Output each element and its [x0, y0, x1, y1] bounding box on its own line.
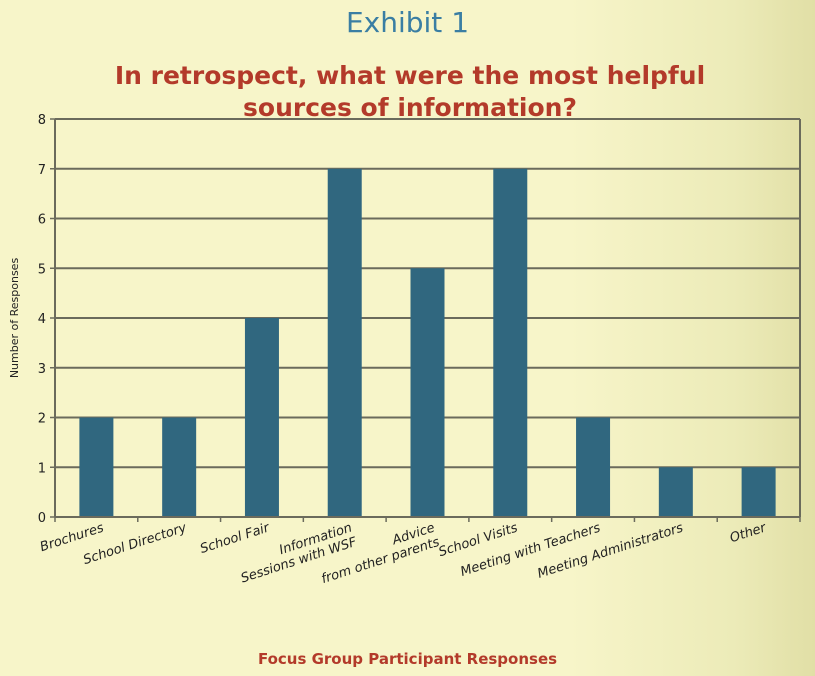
y-tick-label: 1: [38, 461, 46, 476]
bar-3: [327, 168, 362, 517]
bar-7: [658, 467, 693, 517]
axes: [50, 118, 801, 522]
bar-1: [162, 417, 197, 517]
y-tick-label: 6: [38, 213, 46, 228]
bar-5: [493, 168, 528, 517]
y-tick-label: 4: [38, 312, 46, 327]
y-axis-label: Number of Responses: [8, 258, 21, 379]
exhibit-label: Exhibit 1: [345, 6, 470, 39]
y-tick-labels: 0 1 2 3 4 5 6 7 8: [38, 113, 46, 526]
x-axis-title: Focus Group Participant Responses: [257, 650, 558, 668]
y-tick-label: 5: [38, 262, 46, 277]
x-tick-label: Meeting with Teachers: [459, 520, 603, 579]
y-tick-label: 8: [38, 113, 46, 128]
x-tick-label: School Fair: [198, 520, 272, 557]
x-tick-label: Other: [728, 520, 769, 546]
bar-0: [79, 417, 114, 517]
svg-text:Other: Other: [728, 520, 769, 546]
svg-text:School Fair: School Fair: [198, 520, 272, 557]
bar-2: [244, 318, 279, 517]
x-tick-label: Meeting Administrators: [536, 520, 686, 581]
y-tick-label: 7: [38, 163, 46, 178]
y-tick-label: 0: [38, 511, 46, 526]
y-tick-label: 2: [38, 412, 46, 427]
bar-4: [410, 268, 445, 517]
bar-6: [576, 417, 611, 517]
svg-text:Meeting with Teachers: Meeting with Teachers: [459, 520, 603, 579]
bar-8: [741, 467, 776, 517]
bars: [79, 168, 776, 517]
chart-title: In retrospect, what were the most helpfu…: [114, 61, 706, 122]
svg-text:Meeting Administrators: Meeting Administrators: [536, 520, 686, 581]
y-tick-label: 3: [38, 362, 46, 377]
